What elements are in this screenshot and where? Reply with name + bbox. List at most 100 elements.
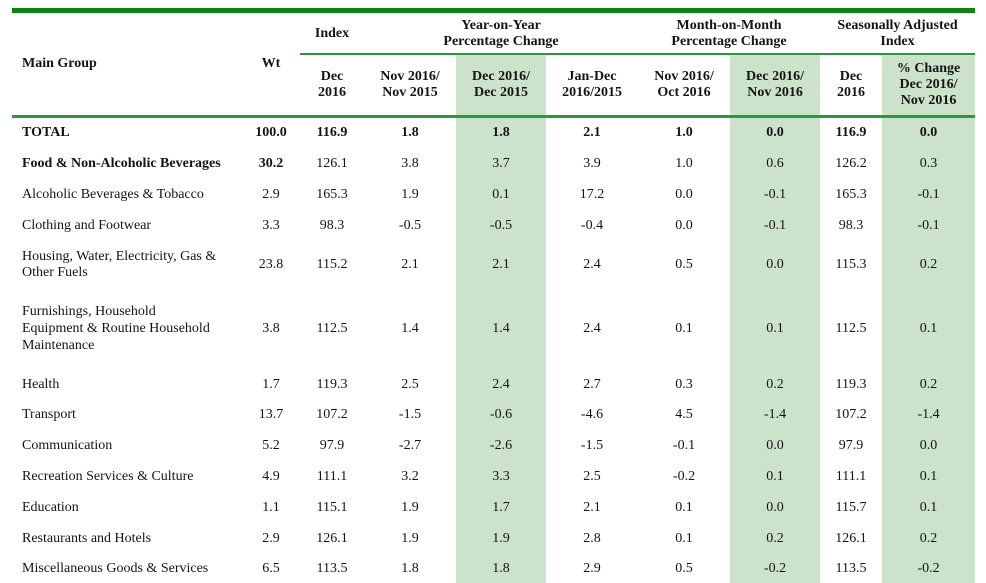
group-header-row: Main Group Wt Index Year-on-Year Percent…: [12, 13, 976, 119]
value-cell: -0.5: [456, 210, 546, 242]
col-header-dec2016-dec2015: Dec 2016/ Dec 2015: [456, 54, 546, 119]
table-row: Alcoholic Beverages & Tobacco 2.9 165.3 1.9…: [12, 180, 976, 211]
main-group-cell: Miscellaneous Goods & Services: [22, 561, 209, 577]
value-cell: 2.1: [401, 257, 419, 273]
value-cell: 3.2: [401, 469, 419, 485]
value-cell: 98.3: [838, 217, 864, 233]
main-group-cell: Restaurants and Hotels: [22, 530, 152, 546]
value-cell: 0.6: [730, 149, 821, 181]
table-row: Furnishings, Household Equipment & Routi…: [12, 289, 976, 370]
value-cell: 1.8: [456, 116, 546, 150]
value-cell: 115.3: [835, 257, 867, 273]
value-cell: 6.5: [262, 561, 280, 577]
value-cell: 116.9: [316, 125, 348, 141]
table-row: Communication 5.2 97.9 -2.7 -2.6 -1.5 -0.1 0.0 9…: [12, 431, 976, 463]
value-cell: -0.4: [580, 217, 604, 233]
value-cell: 113.5: [316, 561, 348, 577]
value-cell: 23.8: [258, 257, 284, 273]
group-header-seasonally-adjusted: Seasonally Adjusted Index: [820, 13, 976, 56]
value-cell: -4.6: [580, 407, 604, 423]
value-cell: 2.1: [456, 241, 546, 290]
value-cell: 0.0: [730, 431, 821, 463]
value-cell: -0.2: [730, 554, 821, 583]
main-group-cell: Food & Non-Alcoholic Beverages: [22, 156, 221, 172]
value-cell: 112.5: [835, 321, 867, 337]
value-cell: 0.0: [730, 241, 821, 290]
value-cell: -0.1: [730, 180, 821, 211]
value-cell: -1.4: [882, 400, 976, 432]
value-cell: 2.9: [262, 530, 280, 546]
value-cell: 2.9: [262, 187, 280, 203]
value-cell: 2.4: [583, 257, 601, 273]
value-cell: 0.3: [882, 149, 976, 181]
value-cell: 0.1: [675, 321, 693, 337]
value-cell: 0.2: [882, 369, 976, 401]
value-cell: 3.7: [456, 149, 546, 181]
group-header-index: Index: [300, 13, 364, 56]
value-cell: 2.5: [583, 469, 601, 485]
value-cell: -0.1: [672, 438, 696, 454]
value-cell: 1.9: [456, 523, 546, 555]
value-cell: 111.1: [835, 469, 867, 485]
value-cell: 115.7: [835, 499, 867, 515]
value-cell: 119.3: [316, 376, 348, 392]
value-cell: -1.5: [398, 407, 422, 423]
table-row: Restaurants and Hotels 2.9 126.1 1.9 1.9 2.8 0…: [12, 523, 976, 555]
value-cell: 0.2: [882, 241, 976, 290]
col-header-sa-dec-2016: Dec 2016: [820, 54, 883, 119]
value-cell: 2.1: [583, 499, 601, 515]
value-cell: 1.7: [262, 376, 280, 392]
table-row: Food & Non-Alcoholic Beverages 30.2 126.1 3…: [12, 149, 976, 181]
value-cell: -0.2: [882, 554, 976, 583]
value-cell: 1.9: [401, 530, 419, 546]
value-cell: 1.0: [675, 125, 693, 141]
value-cell: 126.1: [316, 530, 348, 546]
value-cell: -1.5: [580, 438, 604, 454]
value-cell: 30.2: [258, 156, 284, 172]
value-cell: -0.1: [730, 210, 821, 242]
col-header-pct-change-dec2016-nov2016: % Change Dec 2016/ Nov 2016: [882, 54, 976, 119]
main-group-cell: Clothing and Footwear: [22, 217, 152, 233]
value-cell: -2.7: [398, 438, 422, 454]
value-cell: 0.2: [730, 523, 821, 555]
value-cell: 97.9: [319, 438, 345, 454]
main-group-cell: Transport: [22, 407, 76, 423]
value-cell: 97.9: [838, 438, 864, 454]
col-header-main-group: Main Group: [12, 13, 242, 119]
value-cell: 1.8: [456, 554, 546, 583]
value-cell: 112.5: [316, 321, 348, 337]
value-cell: 4.5: [675, 407, 693, 423]
value-cell: 5.2: [262, 438, 280, 454]
value-cell: 126.2: [835, 156, 867, 172]
value-cell: 13.7: [258, 407, 284, 423]
value-cell: -0.6: [456, 400, 546, 432]
value-cell: 0.0: [882, 116, 976, 150]
value-cell: -0.1: [882, 180, 976, 211]
group-header-year-on-year: Year-on-Year Percentage Change: [364, 13, 639, 56]
col-header-wt: Wt: [242, 13, 300, 119]
value-cell: 1.8: [401, 125, 419, 141]
table-row: TOTAL 100.0 116.9 1.8 1.8 2.1 1.0 0.0 116.9 0.0: [12, 116, 976, 150]
sub-header-row: Dec 2016 Nov 2016/ Nov 2015 Dec 2016/ De…: [12, 54, 976, 119]
value-cell: 0.1: [882, 289, 976, 370]
value-cell: 1.7: [456, 492, 546, 524]
value-cell: 0.0: [675, 217, 693, 233]
value-cell: 0.0: [882, 431, 976, 463]
table-row: Recreation Services & Culture 4.9 111.1 3.2…: [12, 462, 976, 493]
value-cell: 165.3: [316, 187, 348, 203]
value-cell: 2.5: [401, 376, 419, 392]
col-header-index-dec-2016: Dec 2016: [300, 54, 364, 119]
col-header-dec2016-nov2016: Dec 2016/ Nov 2016: [730, 54, 821, 119]
value-cell: 0.5: [675, 561, 693, 577]
value-cell: 0.1: [456, 180, 546, 211]
value-cell: -0.5: [398, 217, 422, 233]
value-cell: 1.0: [675, 156, 693, 172]
value-cell: 1.8: [401, 561, 419, 577]
value-cell: 1.4: [456, 289, 546, 370]
col-header-nov2016-oct2016: Nov 2016/ Oct 2016: [638, 54, 731, 119]
value-cell: -1.4: [730, 400, 821, 432]
value-cell: 115.1: [316, 499, 348, 515]
value-cell: 116.9: [835, 125, 867, 141]
value-cell: 0.0: [730, 116, 821, 150]
value-cell: 3.3: [262, 217, 280, 233]
